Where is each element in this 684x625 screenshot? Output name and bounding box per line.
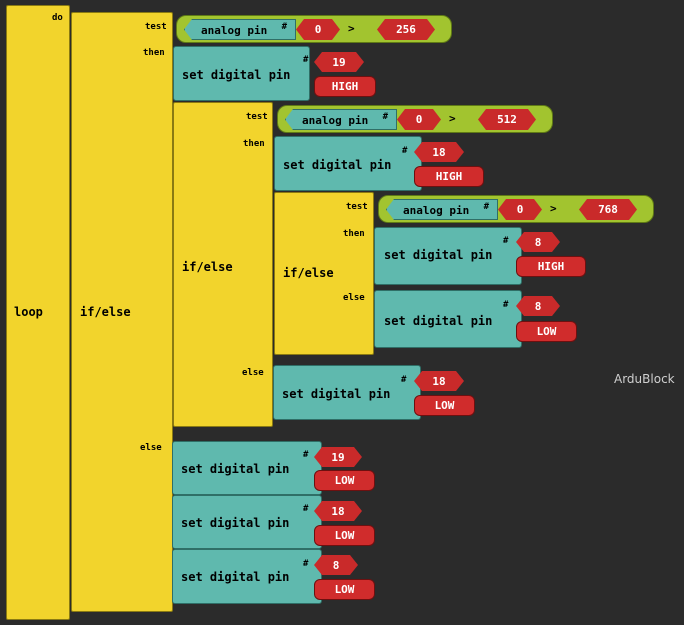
set-digital-pin-label-8: set digital pin bbox=[181, 570, 290, 584]
pin-state-2[interactable]: HIGH bbox=[414, 166, 484, 187]
set-digital-pin-block-4[interactable] bbox=[374, 290, 522, 348]
set-digital-pin-label-7: set digital pin bbox=[181, 516, 290, 530]
set-digital-pin-label-3: set digital pin bbox=[384, 248, 493, 262]
set-digital-pin-block-1[interactable] bbox=[173, 46, 310, 101]
test-label-2: test bbox=[246, 112, 268, 122]
analog-pin-block-2[interactable]: analog pin # bbox=[285, 109, 397, 130]
threshold-value-1[interactable]: 256 bbox=[377, 19, 435, 40]
gt-operator-3: > bbox=[550, 202, 557, 215]
hash-label-5: # bbox=[401, 375, 407, 385]
analog-pin-block-1[interactable]: analog pin # bbox=[184, 19, 296, 40]
ifelse-block-middle[interactable] bbox=[173, 102, 273, 427]
loop-do-label: do bbox=[52, 13, 63, 23]
pin-value-4[interactable]: 8 bbox=[516, 296, 560, 316]
then-label-3: then bbox=[343, 229, 365, 239]
analog-pin-label-2: analog pin bbox=[302, 114, 369, 127]
analog-pin-label-3: analog pin bbox=[403, 204, 470, 217]
analog-pin-value-3[interactable]: 0 bbox=[498, 199, 542, 220]
else-label-2: else bbox=[242, 368, 264, 378]
set-digital-pin-block-2[interactable] bbox=[274, 136, 422, 191]
pin-state-8[interactable]: LOW bbox=[314, 579, 375, 600]
analog-pin-value-2[interactable]: 0 bbox=[397, 109, 441, 130]
analog-pin-block-3[interactable]: analog pin # bbox=[386, 199, 498, 220]
pin-value-2[interactable]: 18 bbox=[414, 142, 464, 162]
else-label-3: else bbox=[343, 293, 365, 303]
loop-block[interactable] bbox=[6, 5, 70, 620]
loop-label: loop bbox=[14, 305, 43, 319]
hash-label-4: # bbox=[503, 300, 509, 310]
pin-state-3[interactable]: HIGH bbox=[516, 256, 586, 277]
set-digital-pin-block-3[interactable] bbox=[374, 227, 522, 285]
test-label-1: test bbox=[145, 22, 167, 32]
ifelse-block-inner[interactable] bbox=[274, 192, 374, 355]
pin-value-1[interactable]: 19 bbox=[314, 52, 364, 72]
set-digital-pin-label-5: set digital pin bbox=[282, 387, 391, 401]
hash-label-a3: # bbox=[483, 202, 489, 212]
pin-state-5[interactable]: LOW bbox=[414, 395, 475, 416]
gt-operator-1: > bbox=[348, 22, 355, 35]
test-label-3: test bbox=[346, 202, 368, 212]
set-digital-pin-label-4: set digital pin bbox=[384, 314, 493, 328]
threshold-value-2[interactable]: 512 bbox=[478, 109, 536, 130]
hash-label-2: # bbox=[402, 146, 408, 156]
pin-state-4[interactable]: LOW bbox=[516, 321, 577, 342]
set-digital-pin-block-8[interactable] bbox=[172, 549, 322, 604]
hash-label-3: # bbox=[503, 236, 509, 246]
pin-value-8[interactable]: 8 bbox=[314, 555, 358, 575]
pin-state-6[interactable]: LOW bbox=[314, 470, 375, 491]
hash-label-1: # bbox=[303, 55, 309, 65]
pin-state-7[interactable]: LOW bbox=[314, 525, 375, 546]
ifelse-block-outer[interactable] bbox=[71, 12, 173, 612]
set-digital-pin-label-6: set digital pin bbox=[181, 462, 290, 476]
pin-value-5[interactable]: 18 bbox=[414, 371, 464, 391]
pin-value-6[interactable]: 19 bbox=[314, 447, 362, 467]
pin-value-7[interactable]: 18 bbox=[314, 501, 362, 521]
set-digital-pin-label-1: set digital pin bbox=[182, 68, 291, 82]
ardublock-watermark: ArduBlock bbox=[614, 372, 675, 386]
set-digital-pin-block-5[interactable] bbox=[273, 365, 421, 420]
else-label-1: else bbox=[140, 443, 162, 453]
set-digital-pin-block-6[interactable] bbox=[172, 441, 322, 495]
ifelse-label-inner: if/else bbox=[283, 266, 334, 280]
ifelse-label-outer: if/else bbox=[80, 305, 131, 319]
set-digital-pin-block-7[interactable] bbox=[172, 495, 322, 549]
ifelse-label-middle: if/else bbox=[182, 260, 233, 274]
threshold-value-3[interactable]: 768 bbox=[579, 199, 637, 220]
then-label-1: then bbox=[143, 48, 165, 58]
set-digital-pin-label-2: set digital pin bbox=[283, 158, 392, 172]
hash-label-8: # bbox=[303, 559, 309, 569]
hash-label-a2: # bbox=[382, 112, 388, 122]
hash-label-a1: # bbox=[281, 22, 287, 32]
pin-state-1[interactable]: HIGH bbox=[314, 76, 376, 97]
then-label-2: then bbox=[243, 139, 265, 149]
pin-value-3[interactable]: 8 bbox=[516, 232, 560, 252]
hash-label-6: # bbox=[303, 450, 309, 460]
analog-pin-label-1: analog pin bbox=[201, 24, 268, 37]
gt-operator-2: > bbox=[449, 112, 456, 125]
hash-label-7: # bbox=[303, 504, 309, 514]
analog-pin-value-1[interactable]: 0 bbox=[296, 19, 340, 40]
